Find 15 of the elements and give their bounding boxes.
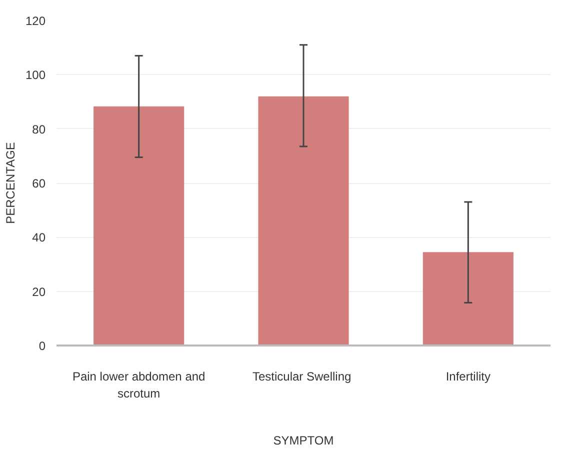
bar <box>422 252 514 346</box>
y-axis-title: PERCENTAGE <box>3 142 18 224</box>
y-tick-label: 40 <box>32 230 46 245</box>
y-tick-label: 80 <box>32 122 46 136</box>
x-tick-label: Pain lower abdomen and scrotum <box>72 370 206 400</box>
y-tick-label: 0 <box>38 339 46 353</box>
x-tick-label: Testicular Swelling <box>252 370 352 384</box>
bar <box>258 96 349 346</box>
x-axis-title: SYMPTOM <box>273 433 334 448</box>
y-tick-label: 60 <box>32 176 46 190</box>
y-tick-label: 100 <box>25 68 46 82</box>
y-tick-label: 20 <box>32 284 46 299</box>
x-tick-label: Infertility <box>446 370 491 384</box>
y-tick-label: 120 <box>25 14 46 28</box>
bar <box>94 106 184 346</box>
